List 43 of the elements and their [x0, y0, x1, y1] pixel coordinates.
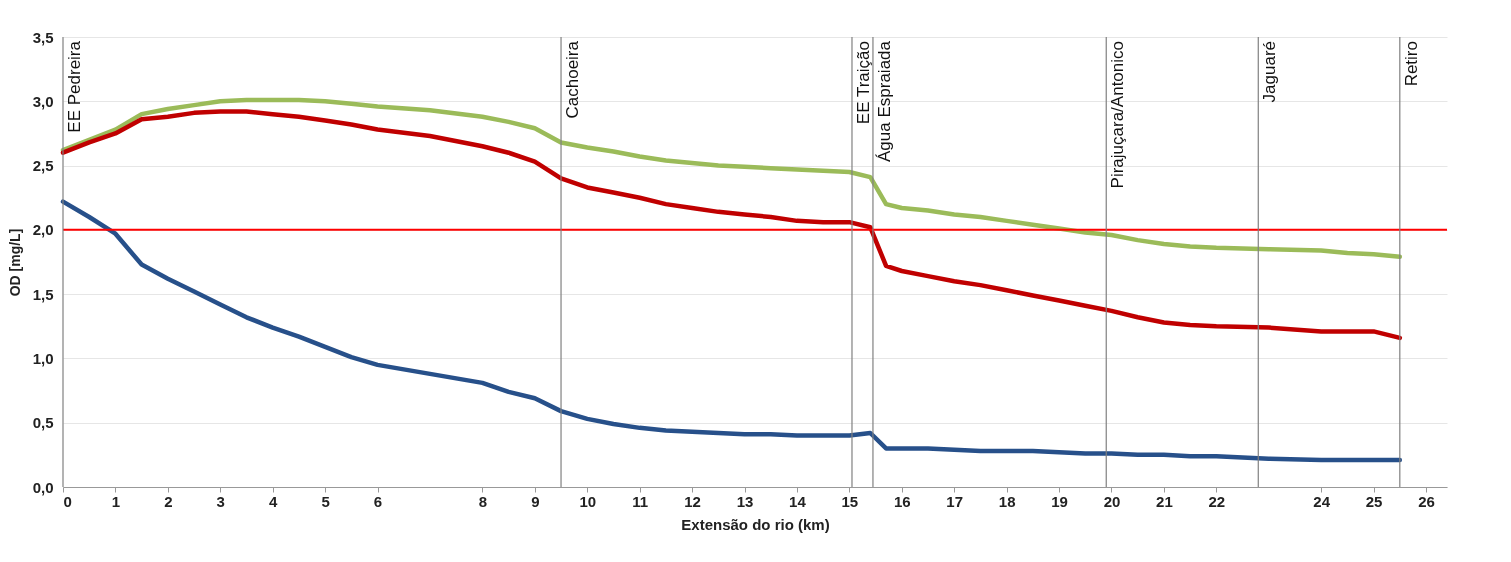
- x-tick-label: 9: [531, 492, 540, 510]
- x-tick-label: 25: [1365, 492, 1383, 510]
- y-tick-label: 3,0: [32, 92, 54, 110]
- x-tick-label: 14: [789, 492, 807, 510]
- x-tick-label: 18: [998, 492, 1016, 510]
- x-tick-label: 6: [373, 492, 383, 510]
- y-tick-label: 0,0: [32, 478, 54, 496]
- x-tick-label: 19: [1051, 492, 1068, 510]
- y-tick-label: 1,0: [32, 349, 54, 367]
- x-tick-label: 17: [946, 492, 964, 510]
- ref-line-label: EE Traição: [853, 41, 873, 125]
- x-tick-label: 8: [478, 492, 488, 510]
- y-axis-title: OD [mg/L]: [6, 228, 23, 297]
- ref-line-label: Pirajuçara/Antonico: [1108, 41, 1128, 189]
- x-tick-label: 3: [216, 492, 225, 510]
- x-tick-label: 16: [893, 492, 911, 510]
- y-tick-label: 2,0: [32, 221, 54, 239]
- ref-line-label: Retiro: [1401, 41, 1421, 87]
- x-tick-label: 22: [1208, 492, 1226, 510]
- y-tick-label: 1,5: [32, 285, 54, 303]
- x-tick-label: 26: [1418, 492, 1435, 510]
- ref-line-label: Cachoeira: [563, 40, 583, 119]
- x-tick-label: 5: [321, 492, 330, 510]
- y-tick-label: 3,5: [32, 28, 54, 46]
- x-tick-label: 4: [269, 492, 279, 510]
- ref-line-label: Água Espraiada: [874, 40, 894, 162]
- x-tick-label: 15: [841, 492, 859, 510]
- x-tick-label: 1: [111, 492, 121, 510]
- x-axis-title: Extensão do rio (km): [681, 515, 830, 533]
- x-tick-label: 21: [1156, 492, 1173, 510]
- ref-line-label: EE Pedreira: [65, 40, 84, 133]
- x-tick-label: 20: [1103, 492, 1121, 510]
- x-tick-label: 13: [736, 492, 754, 510]
- ref-line-label: Jaguaré: [1260, 41, 1280, 103]
- x-tick-label: 12: [684, 492, 701, 510]
- y-tick-label: 0,5: [32, 414, 54, 432]
- y-tick-label: 2,5: [32, 157, 54, 175]
- x-tick-label: 0: [63, 492, 72, 510]
- x-tick-label: 10: [579, 492, 597, 510]
- x-tick-label: 2: [164, 492, 173, 510]
- line-series: [60, 199, 1403, 463]
- x-tick-label: 11: [632, 492, 649, 510]
- x-tick-label: 24: [1313, 492, 1331, 510]
